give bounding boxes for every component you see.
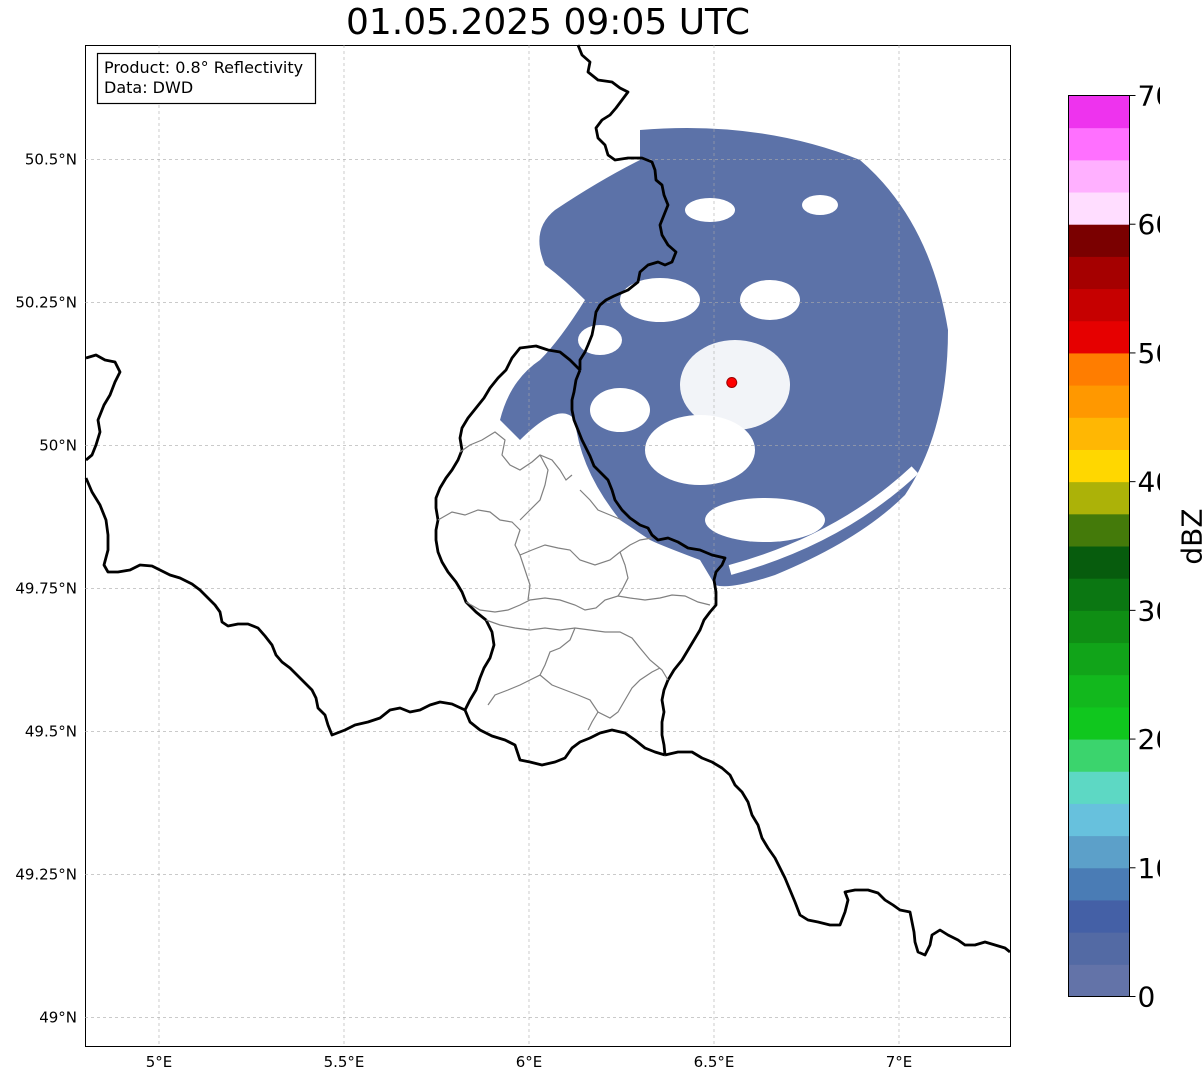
lon-tick-label: 5.5°E	[324, 1053, 365, 1071]
radar-site-marker	[726, 376, 738, 388]
district-line	[465, 594, 711, 613]
colorbar-swatch	[1068, 256, 1130, 290]
country-borders	[84, 44, 1011, 957]
echo-gap	[620, 278, 700, 322]
colorbar-swatch	[1068, 320, 1130, 354]
lon-tick-label: 5°E	[146, 1053, 173, 1071]
colorbar-swatch	[1068, 578, 1130, 611]
colorbar-swatch	[1068, 417, 1130, 450]
border-belgium-netherlands	[85, 353, 122, 462]
district-line	[579, 489, 623, 521]
colorbar-swatch	[1068, 449, 1130, 483]
colorbar-swatch	[1068, 288, 1130, 322]
colorbar-frame	[1068, 95, 1130, 997]
colorbar-tick-label: 20	[1138, 723, 1161, 756]
lat-tick-label: 49°N	[39, 1008, 77, 1026]
lon-tick-label: 6°E	[516, 1053, 543, 1071]
colorbar-swatch	[1068, 642, 1130, 676]
lon-tick-label: 7°E	[886, 1053, 913, 1071]
colorbar-swatch	[1068, 127, 1130, 161]
colorbar-swatch	[1068, 674, 1130, 708]
colorbar-tick-label: 0	[1138, 981, 1156, 1014]
product-label: Product: 0.8° Reflectivity	[104, 58, 303, 77]
info-box-frame	[96, 52, 317, 105]
district-line	[519, 454, 549, 521]
colorbar-swatch	[1068, 899, 1130, 933]
echo-gap	[740, 280, 800, 320]
colorbar-swatch	[1068, 192, 1130, 225]
district-line	[539, 667, 661, 719]
echo-gap	[685, 198, 735, 222]
border-luxembourg-germany	[570, 369, 727, 756]
map-frame	[85, 45, 1011, 1047]
colorbar-tick-label: 60	[1138, 208, 1161, 241]
colorbar-swatch	[1068, 224, 1130, 257]
echo-gap	[645, 415, 755, 485]
colorbar-swatch	[1068, 610, 1130, 644]
lat-tick-label: 50.5°N	[25, 150, 77, 168]
border-france-germany	[664, 750, 1011, 957]
district-line	[485, 619, 669, 681]
colorbar-swatch	[1068, 932, 1130, 965]
lat-tick-label: 49.5°N	[25, 722, 77, 740]
colorbar-swatch	[1068, 771, 1130, 804]
lat-tick-label: 50°N	[39, 436, 77, 454]
radar-map: 5°E 5.5°E 6°E 6.5°E 7°E 50.5°N 50.25°N 50°N 49.7…	[15, 44, 1011, 1071]
echo-gap	[590, 388, 650, 432]
colorbar-swatch	[1068, 481, 1130, 515]
data-source-label: Data: DWD	[104, 78, 193, 97]
district-line	[519, 554, 531, 601]
district-line	[487, 627, 576, 706]
border-belgium-france	[84, 477, 466, 737]
map-title: 01.05.2025 09:05 UTC	[345, 2, 751, 43]
lat-tick-label: 49.25°N	[15, 865, 77, 883]
district-line	[617, 551, 629, 597]
district-line	[459, 431, 573, 481]
colorbar-swatch	[1068, 385, 1130, 418]
colorbar-swatch	[1068, 867, 1130, 901]
border-belgium-germany	[576, 44, 678, 370]
info-box: Product: 0.8° Reflectivity Data: DWD	[96, 52, 317, 105]
colorbar-swatch	[1068, 803, 1130, 837]
colorbar-swatch	[1068, 739, 1130, 772]
tick-labels: 5°E 5.5°E 6°E 6.5°E 7°E 50.5°N 50.25°N 50°N 49.7…	[15, 150, 912, 1071]
colorbar-tick-label: 50	[1138, 337, 1161, 370]
colorbar-tick-label: 10	[1138, 852, 1161, 885]
colorbar-swatch	[1068, 159, 1130, 193]
colorbar-swatch	[1068, 546, 1130, 579]
border-luxembourg-france	[463, 709, 666, 767]
colorbar-tick-label: 30	[1138, 594, 1161, 627]
echo-gap	[578, 325, 622, 355]
echo-gap	[705, 498, 825, 542]
lat-tick-label: 50.25°N	[15, 293, 77, 311]
district-boundaries	[437, 431, 711, 731]
district-line	[587, 711, 599, 731]
echo-gap	[802, 195, 838, 215]
border-luxembourg-belgium	[434, 344, 581, 711]
radar-echo-area	[500, 128, 948, 587]
colorbar-swatch	[1068, 513, 1130, 547]
colorbar-tick-label: 70	[1138, 80, 1161, 113]
lon-tick-label: 6.5°E	[694, 1053, 735, 1071]
colorbar-tick-label: 40	[1138, 466, 1161, 499]
colorbar-swatch	[1068, 964, 1130, 997]
colorbar-swatches	[1068, 95, 1130, 997]
colorbar-swatch	[1068, 835, 1130, 869]
colorbar-swatch	[1068, 352, 1130, 386]
echo-ring-gap	[728, 466, 919, 575]
colorbar-swatch	[1068, 706, 1130, 740]
colorbar-label: dBZ	[1175, 508, 1202, 565]
district-line	[437, 509, 653, 566]
lat-tick-label: 49.75°N	[15, 579, 77, 597]
colorbar-swatch	[1068, 95, 1130, 129]
colorbar-ticks: 0 10 20 30 40 50 60 70	[1129, 80, 1161, 1014]
colorbar: 0 10 20 30 40 50 60 70	[1068, 80, 1161, 1014]
graticule	[85, 45, 1010, 1046]
